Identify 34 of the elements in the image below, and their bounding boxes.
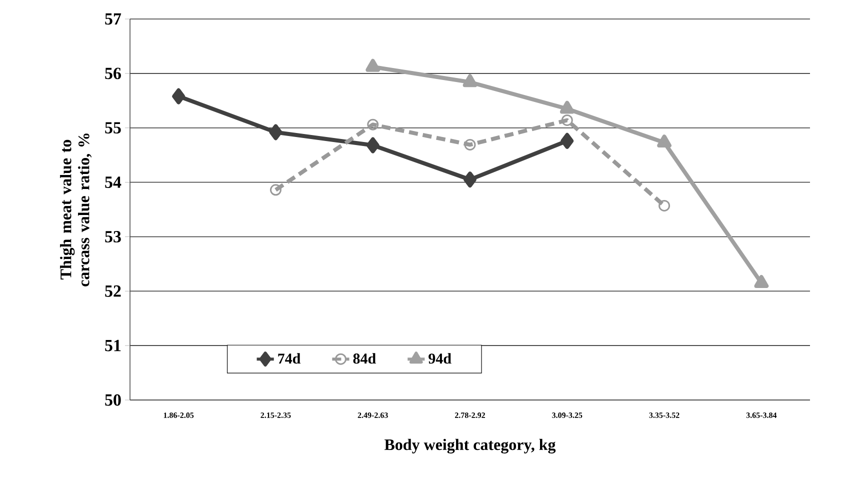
y-tick-label: 54 — [105, 176, 122, 188]
point — [561, 114, 573, 126]
y-tick-label: 57 — [105, 13, 122, 25]
point — [462, 74, 478, 88]
x-tick-label: 3.09-3.25 — [552, 412, 582, 418]
point — [172, 88, 186, 104]
x-tick-label: 3.65-3.84 — [746, 412, 777, 418]
legend-label: 74d — [278, 353, 301, 364]
y-tick-label: 56 — [105, 68, 121, 80]
point — [560, 100, 574, 114]
point — [464, 172, 477, 188]
y-tick-label: 52 — [105, 285, 121, 297]
y-axis-title: Thigh meat value to carcass value ratio, % — [60, 134, 92, 286]
x-tick-label: 1.86-2.05 — [164, 412, 194, 418]
point — [270, 184, 282, 196]
y-tick-label: 55 — [105, 122, 121, 134]
point — [367, 118, 379, 130]
y-tick-label: 51 — [105, 340, 121, 352]
x-tick-label: 2.15-2.35 — [260, 412, 291, 418]
legend-label: 84d — [353, 353, 376, 364]
y-tick-label: 53 — [105, 231, 121, 242]
point — [658, 200, 670, 212]
x-tick-label: 2.78-2.92 — [455, 412, 485, 418]
point — [269, 124, 282, 140]
point — [366, 58, 380, 72]
point — [366, 137, 380, 154]
x-axis-title: Body weight category, kg — [384, 438, 556, 454]
legend-label: 94d — [428, 353, 452, 364]
point — [464, 138, 476, 150]
point — [657, 134, 672, 148]
y-tick-label: 50 — [105, 394, 121, 406]
x-tick-label: 3.35-3.52 — [649, 412, 680, 418]
x-tick-label: 2.49-2.63 — [358, 412, 388, 418]
point — [560, 132, 574, 149]
